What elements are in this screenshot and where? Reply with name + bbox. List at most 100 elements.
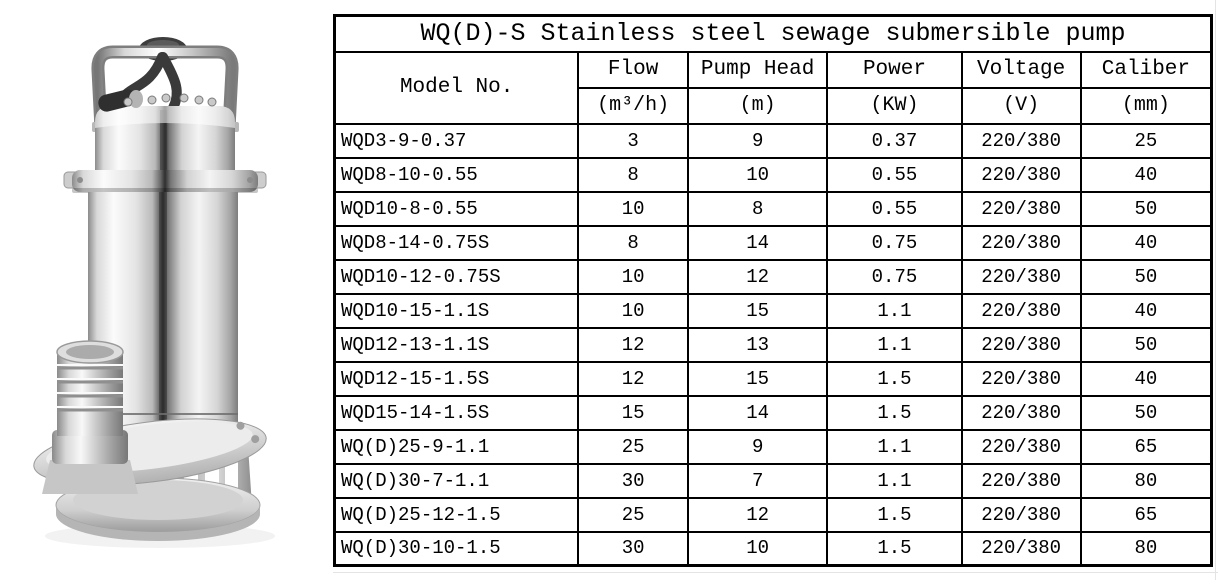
value-cell: 12 [686,258,829,295]
value-cell: 1.5 [826,496,963,533]
column-header-pump-head: Pump Head [686,50,829,89]
model-cell: WQD12-13-1.1S [333,326,580,363]
value-cell: 0.55 [826,190,963,227]
value-cell: 220/380 [960,122,1082,159]
pump-body [88,192,238,452]
cap-bolts [123,93,217,107]
value-cell: 10 [686,156,829,193]
value-cell: 80 [1079,530,1213,567]
value-cell: 14 [686,394,829,431]
column-header-flow: Flow [577,50,689,89]
column-header-voltage: Voltage [960,50,1082,89]
value-cell: 0.37 [826,122,963,159]
table-row: WQD8-10-0.55 8 10 0.55 220/380 40 [333,156,1213,193]
pump-product-photo [0,0,333,580]
value-cell: 0.75 [826,258,963,295]
pump-illustration [33,37,275,548]
model-cell: WQD10-12-0.75S [333,258,580,295]
spreadsheet-gridline-vertical [1215,0,1216,580]
column-header-power: Power [826,50,963,89]
value-cell: 8 [577,156,689,193]
value-cell: 220/380 [960,326,1082,363]
value-cell: 3 [577,122,689,159]
table-row: WQD15-14-1.5S 15 14 1.5 220/380 50 [333,394,1213,431]
pump-flange [63,170,267,193]
unit-caliber: (mm) [1079,86,1213,125]
value-cell: 50 [1079,190,1213,227]
value-cell: 25 [577,428,689,465]
unit-pump-head: (m) [686,86,829,125]
table-title-row: WQ(D)-S Stainless steel sewage submersib… [333,14,1213,53]
value-cell: 40 [1079,360,1213,397]
value-cell: 0.55 [826,156,963,193]
value-cell: 10 [577,292,689,329]
table-unit-row: (m³/h) (m) (KW) (V) (mm) [335,86,1213,125]
value-cell: 12 [577,326,689,363]
value-cell: 15 [577,394,689,431]
value-cell: 65 [1079,428,1213,465]
value-cell: 220/380 [960,224,1082,261]
value-cell: 14 [686,224,829,261]
model-cell: WQD8-14-0.75S [333,224,580,261]
unit-voltage: (V) [960,86,1082,125]
value-cell: 30 [577,462,689,499]
table-row: WQD12-15-1.5S 12 15 1.5 220/380 40 [333,360,1213,397]
model-cell: WQ(D)30-10-1.5 [333,530,580,567]
value-cell: 220/380 [960,394,1082,431]
value-cell: 1.5 [826,394,963,431]
value-cell: 7 [686,462,829,499]
model-cell: WQ(D)25-12-1.5 [333,496,580,533]
value-cell: 1.5 [826,360,963,397]
table-row: WQ(D)30-7-1.1 30 7 1.1 220/380 80 [333,462,1213,499]
spreadsheet-gridline-horizontal [333,572,1218,573]
table-row: WQ(D)30-10-1.5 30 10 1.5 220/380 80 [333,530,1213,567]
model-cell: WQD3-9-0.37 [333,122,580,159]
value-cell: 50 [1079,326,1213,363]
value-cell: 65 [1079,496,1213,533]
model-cell: WQD12-15-1.5S [333,360,580,397]
table-row: WQ(D)25-9-1.1 25 9 1.1 220/380 65 [333,428,1213,465]
value-cell: 30 [577,530,689,567]
value-cell: 12 [577,360,689,397]
value-cell: 25 [577,496,689,533]
value-cell: 220/380 [960,462,1082,499]
pump-outlet-pipe [42,340,138,494]
model-cell: WQ(D)25-9-1.1 [333,428,580,465]
value-cell: 1.5 [826,530,963,567]
value-cell: 8 [686,190,829,227]
value-cell: 220/380 [960,496,1082,533]
model-cell: WQD10-8-0.55 [333,190,580,227]
value-cell: 15 [686,292,829,329]
value-cell: 13 [686,326,829,363]
value-cell: 40 [1079,292,1213,329]
table-row: WQD10-8-0.55 10 8 0.55 220/380 50 [333,190,1213,227]
value-cell: 1.1 [826,462,963,499]
value-cell: 0.75 [826,224,963,261]
table-header-row: Model No. Flow Pump Head Power Voltage C… [333,50,1213,125]
value-cell: 9 [686,428,829,465]
value-cell: 50 [1079,394,1213,431]
value-cell: 50 [1079,258,1213,295]
table-row: WQD8-14-0.75S 8 14 0.75 220/380 40 [333,224,1213,261]
value-cell: 15 [686,360,829,397]
value-cell: 40 [1079,224,1213,261]
value-cell: 10 [686,530,829,567]
value-cell: 220/380 [960,190,1082,227]
table-title: WQ(D)-S Stainless steel sewage submersib… [333,14,1213,53]
spec-table: WQ(D)-S Stainless steel sewage submersib… [333,14,1213,567]
value-cell: 10 [577,258,689,295]
unit-flow: (m³/h) [577,86,689,125]
pump-motor-cap [95,106,235,176]
value-cell: 220/380 [960,292,1082,329]
table-row: WQD12-13-1.1S 12 13 1.1 220/380 50 [333,326,1213,363]
value-cell: 1.1 [826,292,963,329]
table-row: WQD10-15-1.1S 10 15 1.1 220/380 40 [333,292,1213,329]
column-header-model: Model No. [333,50,580,125]
value-cell: 40 [1079,156,1213,193]
table-body: WQD3-9-0.37 3 9 0.37 220/380 25 WQD8-10-0.55 8 1… [333,122,1213,567]
value-cell: 220/380 [960,156,1082,193]
value-cell: 220/380 [960,360,1082,397]
column-header-caliber: Caliber [1079,50,1213,89]
value-cell: 12 [686,496,829,533]
value-cell: 220/380 [960,428,1082,465]
